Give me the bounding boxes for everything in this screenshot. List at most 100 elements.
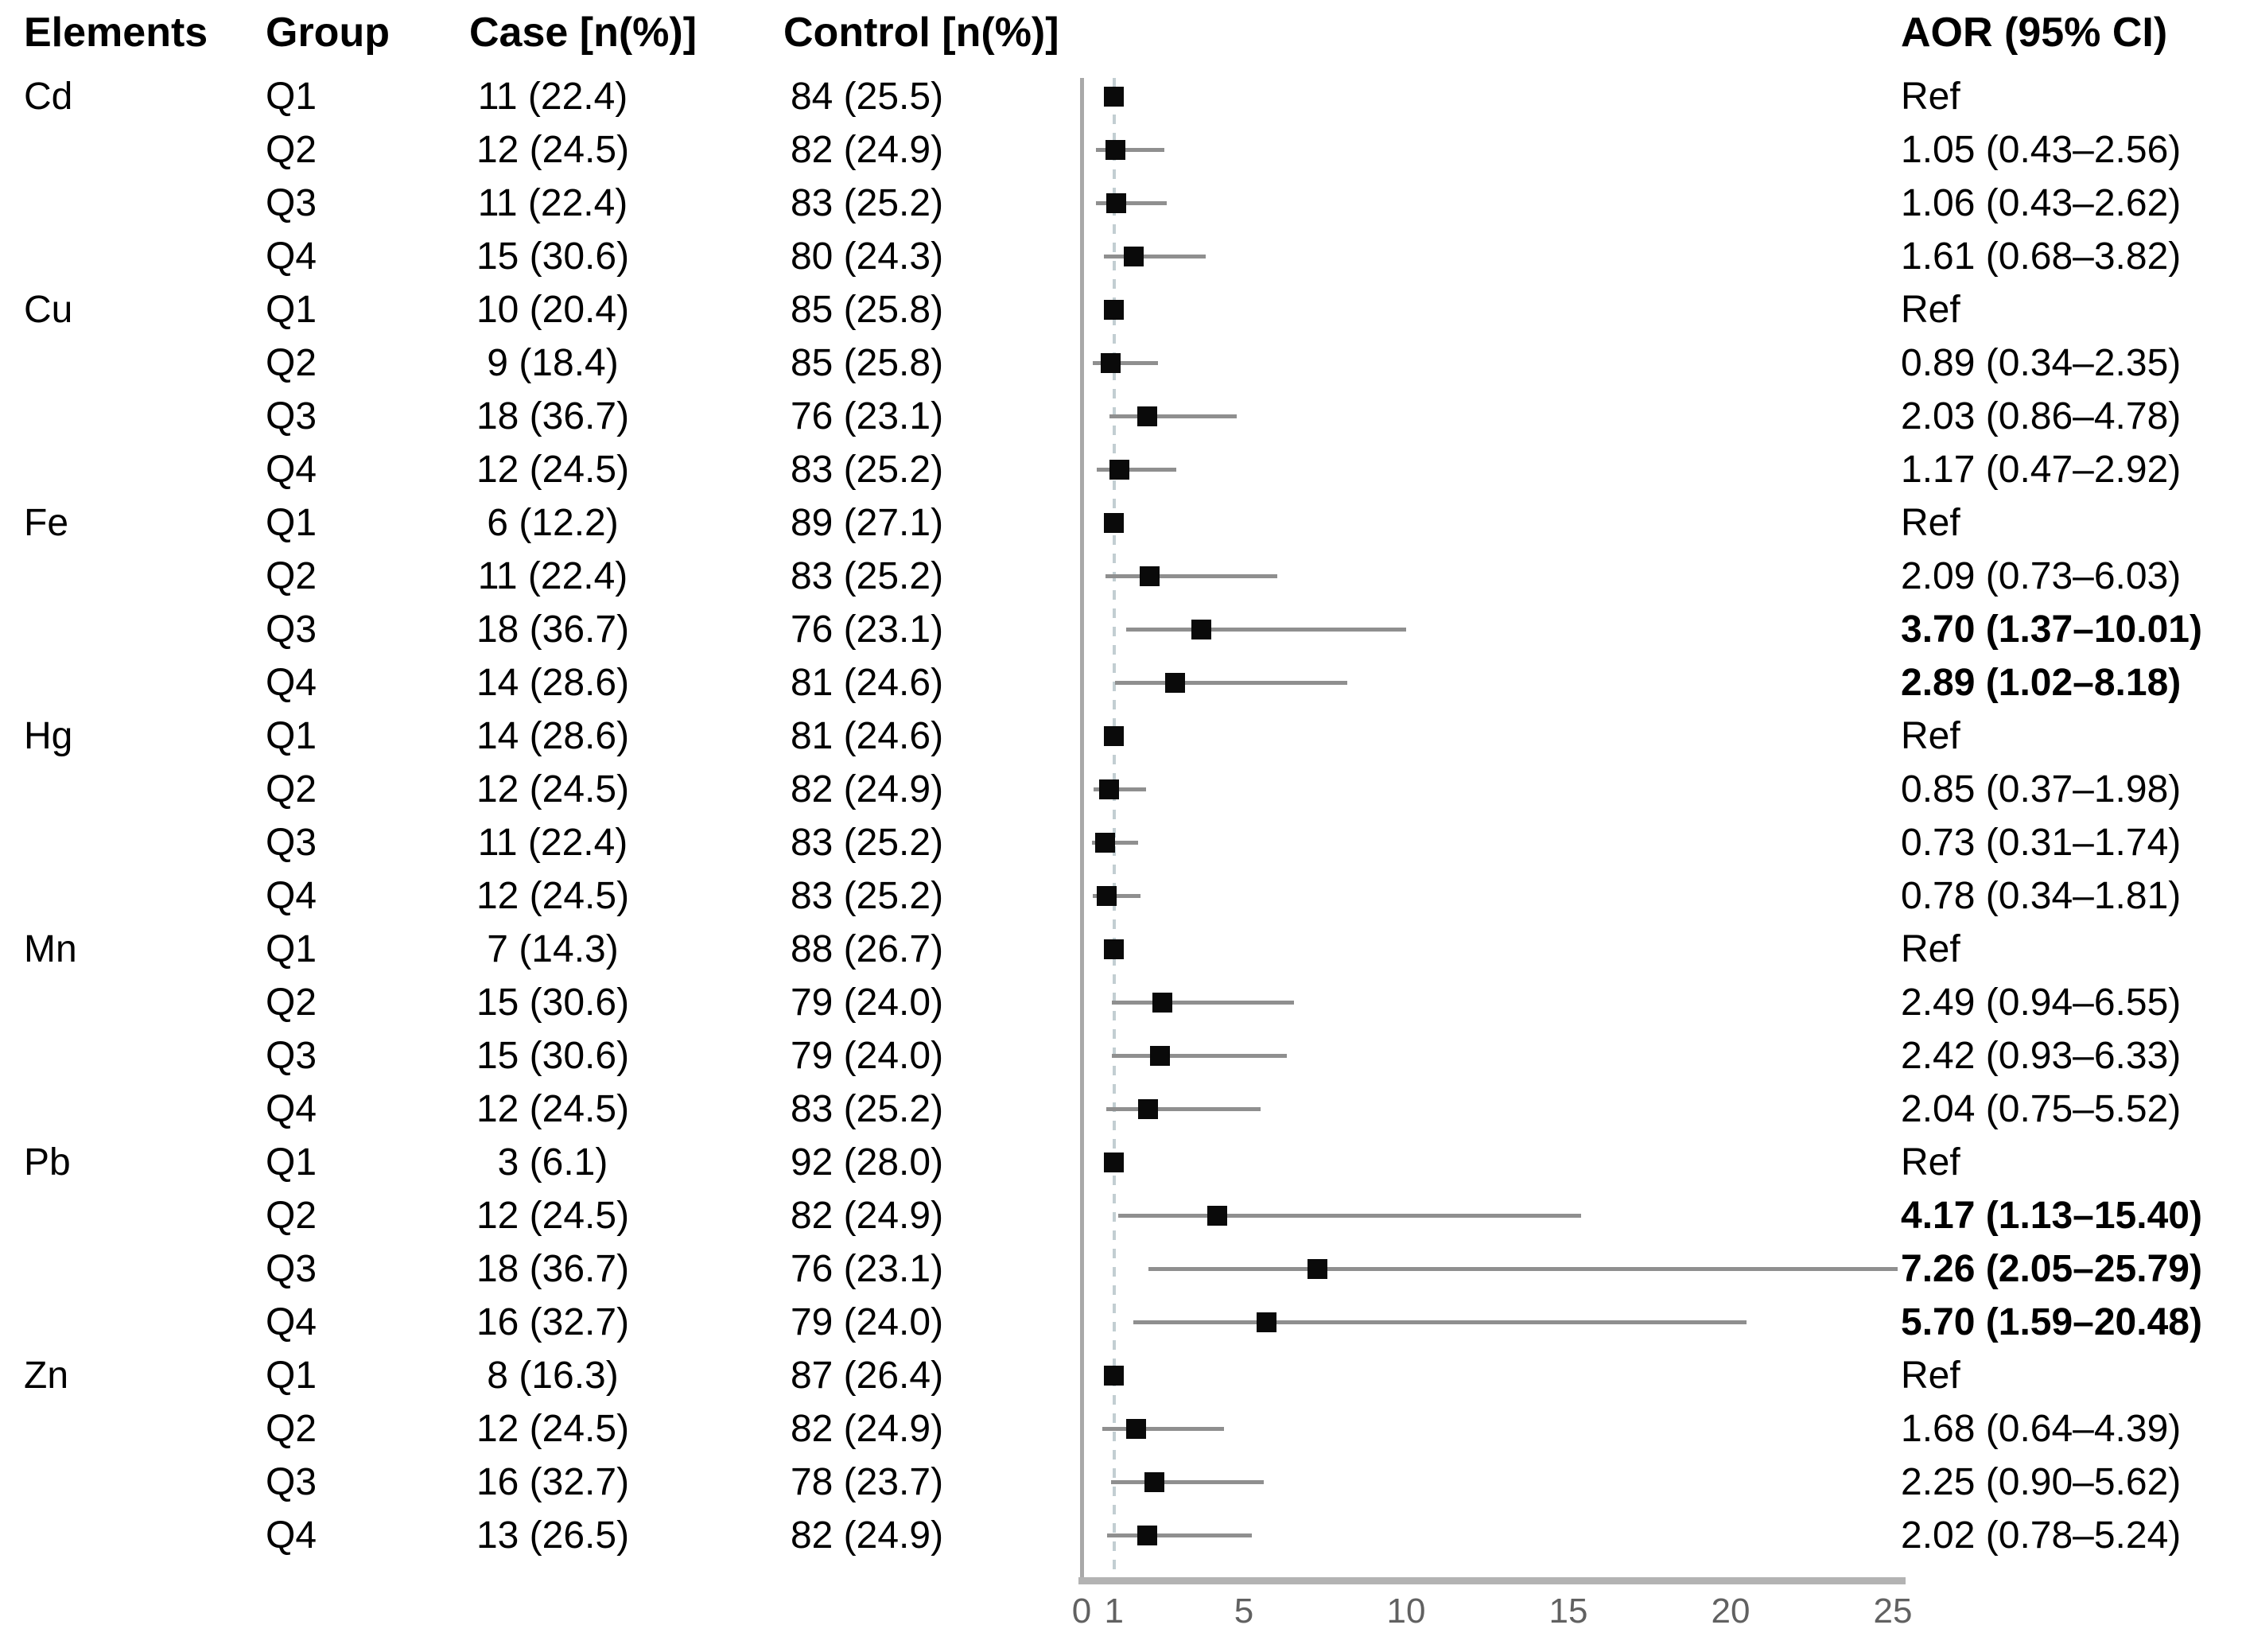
aor-ci-value: 1.68 (0.64–4.39) — [1901, 1408, 2182, 1450]
table-row: Q4 12 (24.5) 83 (25.2) 2.04 (0.75–5.52) — [0, 1083, 2242, 1136]
x-axis-tick-label: 0 — [1071, 1592, 1092, 1631]
case-value: 7 (14.3) — [487, 928, 619, 970]
case-value: 14 (28.6) — [476, 662, 630, 704]
reference-dashed-line — [1112, 78, 1116, 1577]
ci-line — [1106, 1533, 1252, 1537]
group-label: Q4 — [266, 662, 317, 704]
aor-ci-value: 0.73 (0.31–1.74) — [1901, 822, 2182, 864]
aor-marker — [1191, 620, 1212, 639]
aor-ci-value: 1.61 (0.68–3.82) — [1901, 235, 2182, 278]
ci-line — [1102, 1427, 1225, 1431]
ci-line — [1109, 414, 1237, 418]
case-value: 12 (24.5) — [476, 875, 630, 917]
aor-ci-value: Ref — [1901, 928, 1960, 970]
control-value: 89 (27.1) — [790, 502, 944, 544]
control-value: 82 (24.9) — [790, 1514, 944, 1557]
aor-ci-value: 5.70 (1.59–20.48) — [1901, 1301, 2202, 1343]
column-header-control: Control [n(%)] — [783, 10, 1059, 56]
aor-ci-value: 1.05 (0.43–2.56) — [1901, 129, 2182, 171]
control-value: 84 (25.5) — [790, 76, 944, 118]
group-label: Q1 — [266, 1355, 317, 1397]
aor-marker — [1124, 247, 1144, 266]
aor-marker — [1097, 886, 1117, 906]
aor-marker — [1137, 1099, 1158, 1119]
case-value: 18 (36.7) — [476, 608, 630, 651]
case-value: 11 (22.4) — [477, 182, 628, 224]
group-label: Q1 — [266, 289, 317, 331]
aor-ci-value: 2.89 (1.02–8.18) — [1901, 662, 2182, 704]
group-label: Q3 — [266, 822, 317, 864]
ci-line — [1114, 681, 1347, 685]
aor-ci-value: Ref — [1901, 715, 1960, 757]
table-row: Q2 9 (18.4) 85 (25.8) 0.89 (0.34–2.35) — [0, 336, 2242, 390]
column-header-group: Group — [266, 10, 390, 56]
case-value: 16 (32.7) — [476, 1301, 630, 1343]
control-value: 85 (25.8) — [790, 289, 944, 331]
group-label: Q2 — [266, 981, 317, 1024]
table-row: Q4 14 (28.6) 81 (24.6) 2.89 (1.02–8.18) — [0, 656, 2242, 709]
table-row: Pb Q1 3 (6.1) 92 (28.0) Ref — [0, 1136, 2242, 1189]
control-value: 88 (26.7) — [790, 928, 944, 970]
group-label: Q4 — [266, 875, 317, 917]
ci-line — [1148, 1267, 1898, 1271]
column-header-aor: AOR (95% CI) — [1901, 10, 2168, 56]
forest-plot-area — [1080, 78, 1904, 1577]
control-value: 87 (26.4) — [790, 1355, 944, 1397]
aor-ci-value: 2.25 (0.90–5.62) — [1901, 1461, 2182, 1503]
control-value: 92 (28.0) — [790, 1141, 944, 1184]
aor-marker — [1165, 673, 1186, 693]
table-row: Cu Q1 10 (20.4) 85 (25.8) Ref — [0, 283, 2242, 336]
case-value: 18 (36.7) — [476, 395, 630, 437]
ci-line — [1105, 574, 1278, 578]
control-value: 81 (24.6) — [790, 662, 944, 704]
case-value: 16 (32.7) — [476, 1461, 630, 1503]
aor-marker — [1137, 1526, 1157, 1545]
aor-ci-value: 0.78 (0.34–1.81) — [1901, 875, 2182, 917]
group-label: Q2 — [266, 555, 317, 597]
control-value: 78 (23.7) — [790, 1461, 944, 1503]
case-value: 12 (24.5) — [476, 1195, 630, 1237]
table-row: Q3 15 (30.6) 79 (24.0) 2.42 (0.93–6.33) — [0, 1029, 2242, 1083]
case-value: 9 (18.4) — [487, 342, 619, 384]
case-value: 15 (30.6) — [476, 981, 630, 1024]
case-value: 10 (20.4) — [476, 289, 630, 331]
ci-line — [1112, 1001, 1295, 1005]
aor-ci-value: 4.17 (1.13–15.40) — [1901, 1195, 2202, 1237]
element-label: Mn — [24, 928, 77, 970]
aor-marker — [1139, 566, 1160, 586]
aor-marker — [1126, 1419, 1147, 1439]
ci-line — [1095, 148, 1165, 152]
control-value: 82 (24.9) — [790, 768, 944, 810]
group-label: Q3 — [266, 1035, 317, 1077]
case-value: 11 (22.4) — [477, 76, 628, 118]
group-label: Q2 — [266, 768, 317, 810]
table-row: Q4 16 (32.7) 79 (24.0) 5.70 (1.59–20.48) — [0, 1296, 2242, 1349]
table-row: Q2 15 (30.6) 79 (24.0) 2.49 (0.94–6.55) — [0, 976, 2242, 1029]
ci-line — [1092, 361, 1158, 365]
table-row: Q4 12 (24.5) 83 (25.2) 1.17 (0.47–2.92) — [0, 443, 2242, 496]
aor-ci-value: 2.49 (0.94–6.55) — [1901, 981, 2182, 1024]
table-row: Fe Q1 6 (12.2) 89 (27.1) Ref — [0, 496, 2242, 550]
element-label: Fe — [24, 502, 69, 544]
control-value: 76 (23.1) — [790, 1248, 944, 1290]
table-row: Q4 13 (26.5) 82 (24.9) 2.02 (0.78–5.24) — [0, 1509, 2242, 1562]
case-value: 18 (36.7) — [476, 1248, 630, 1290]
aor-marker — [1104, 87, 1125, 107]
group-label: Q2 — [266, 1195, 317, 1237]
aor-ci-value: Ref — [1901, 1141, 1960, 1184]
element-label: Pb — [24, 1141, 71, 1184]
x-axis-tick-label: 15 — [1548, 1592, 1588, 1631]
case-value: 15 (30.6) — [476, 1035, 630, 1077]
case-value: 8 (16.3) — [487, 1355, 619, 1397]
aor-ci-value: 0.85 (0.37–1.98) — [1901, 768, 2182, 810]
group-label: Q3 — [266, 182, 317, 224]
aor-ci-value: Ref — [1901, 76, 1960, 118]
control-value: 82 (24.9) — [790, 1195, 944, 1237]
control-value: 81 (24.6) — [790, 715, 944, 757]
case-value: 14 (28.6) — [476, 715, 630, 757]
aor-marker — [1206, 1206, 1227, 1226]
ci-line — [1097, 468, 1177, 472]
control-value: 79 (24.0) — [790, 981, 944, 1024]
ci-line — [1094, 787, 1146, 791]
